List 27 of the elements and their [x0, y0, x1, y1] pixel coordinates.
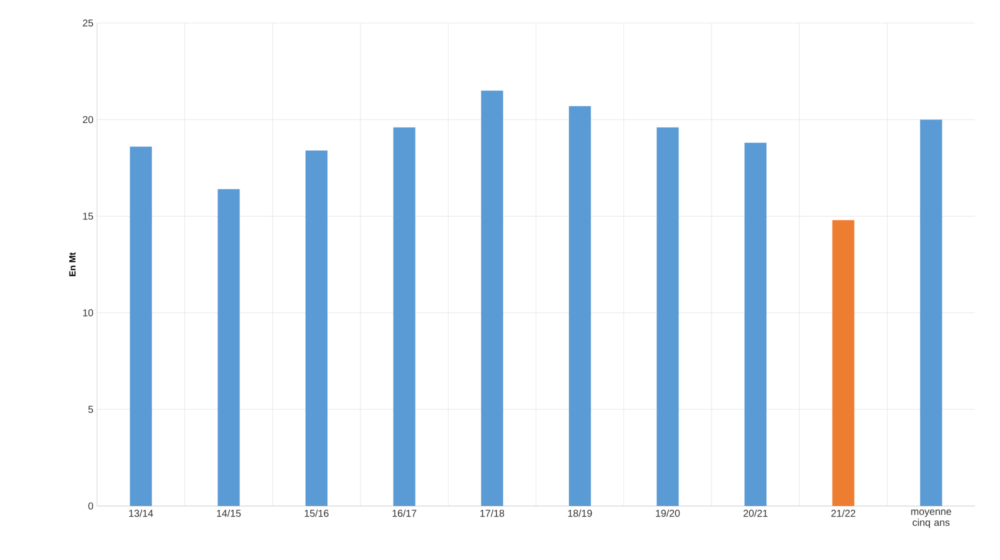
- y-axis-title: En Mt: [69, 252, 76, 276]
- bar: [218, 189, 240, 506]
- x-tick-label: 13/14: [129, 510, 154, 517]
- bar: [393, 127, 416, 506]
- y-tick-label: 25: [82, 19, 94, 27]
- x-tick-label: 21/22: [831, 510, 856, 517]
- bar: [920, 120, 942, 506]
- bar: [832, 220, 854, 506]
- bar: [568, 106, 591, 506]
- x-tick-label: 14/15: [217, 510, 241, 517]
- y-tick-label: 0: [88, 502, 94, 510]
- bar: [306, 150, 328, 506]
- x-tick-label: 18/19: [568, 510, 592, 517]
- bar: [656, 127, 679, 506]
- x-tick-label: 19/20: [656, 510, 680, 517]
- bar: [481, 90, 504, 506]
- x-tick-label: 15/16: [304, 510, 329, 517]
- x-tick-label: 17/18: [480, 510, 504, 517]
- y-tick-label: 20: [82, 116, 94, 124]
- x-tick-label: moyenne cinq ans: [911, 510, 952, 528]
- y-tick-label: 5: [88, 406, 94, 413]
- bar: [130, 146, 152, 506]
- x-tick-label: 16/17: [392, 510, 416, 517]
- y-tick-label: 10: [83, 309, 94, 316]
- x-tick-label: 20/21: [744, 510, 768, 517]
- bar: [744, 142, 767, 506]
- y-tick-label: 15: [83, 212, 94, 220]
